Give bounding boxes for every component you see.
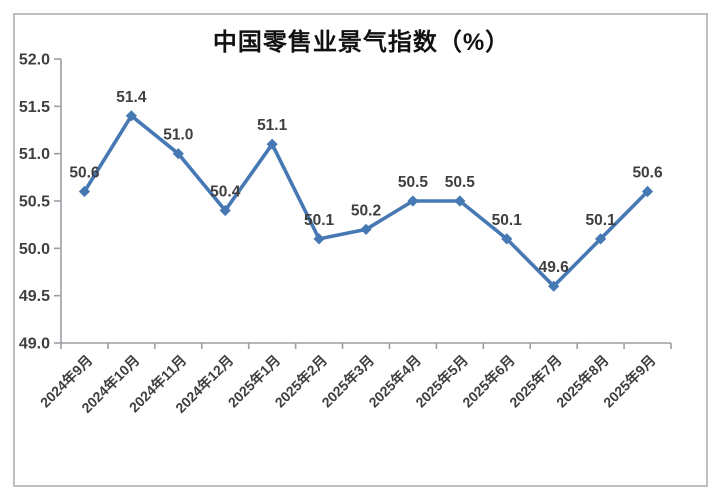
- data-point-marker: [219, 204, 231, 217]
- data-point-marker: [595, 233, 607, 245]
- data-point-marker: [266, 138, 278, 150]
- y-tick-label: 51.0: [19, 146, 50, 163]
- data-label: 50.6: [69, 165, 100, 182]
- data-label: 50.2: [351, 202, 381, 219]
- data-point-marker: [125, 110, 137, 122]
- data-point-marker: [360, 223, 372, 235]
- data-point-marker: [78, 185, 91, 198]
- y-tick-label: 52.0: [19, 52, 50, 69]
- data-label: 51.0: [163, 127, 193, 144]
- y-tick-label: 51.5: [19, 99, 50, 116]
- data-point-marker: [172, 148, 184, 160]
- data-label: 50.1: [492, 212, 523, 229]
- y-tick-label: 49.0: [19, 336, 50, 353]
- data-point-marker: [454, 195, 466, 207]
- data-label: 50.1: [304, 212, 335, 229]
- chart-title: 中国零售业景气指数（%）: [212, 29, 511, 56]
- y-tick-label: 50.5: [19, 194, 50, 211]
- data-label: 50.5: [398, 174, 429, 191]
- data-label: 51.1: [257, 117, 288, 134]
- data-point-marker: [641, 185, 654, 198]
- data-point-marker: [313, 233, 325, 245]
- data-label: 50.5: [445, 174, 476, 191]
- data-point-marker: [548, 280, 560, 292]
- y-tick-label: 50.0: [19, 241, 50, 258]
- data-label: 51.4: [116, 89, 147, 106]
- data-point-marker: [501, 233, 513, 245]
- data-label: 50.4: [210, 183, 241, 200]
- chart-frame: [13, 13, 708, 487]
- data-label: 50.1: [586, 212, 617, 229]
- data-label: 49.6: [539, 259, 570, 276]
- data-label: 50.6: [632, 165, 663, 182]
- y-tick-label: 49.5: [19, 288, 50, 305]
- data-point-marker: [407, 195, 419, 207]
